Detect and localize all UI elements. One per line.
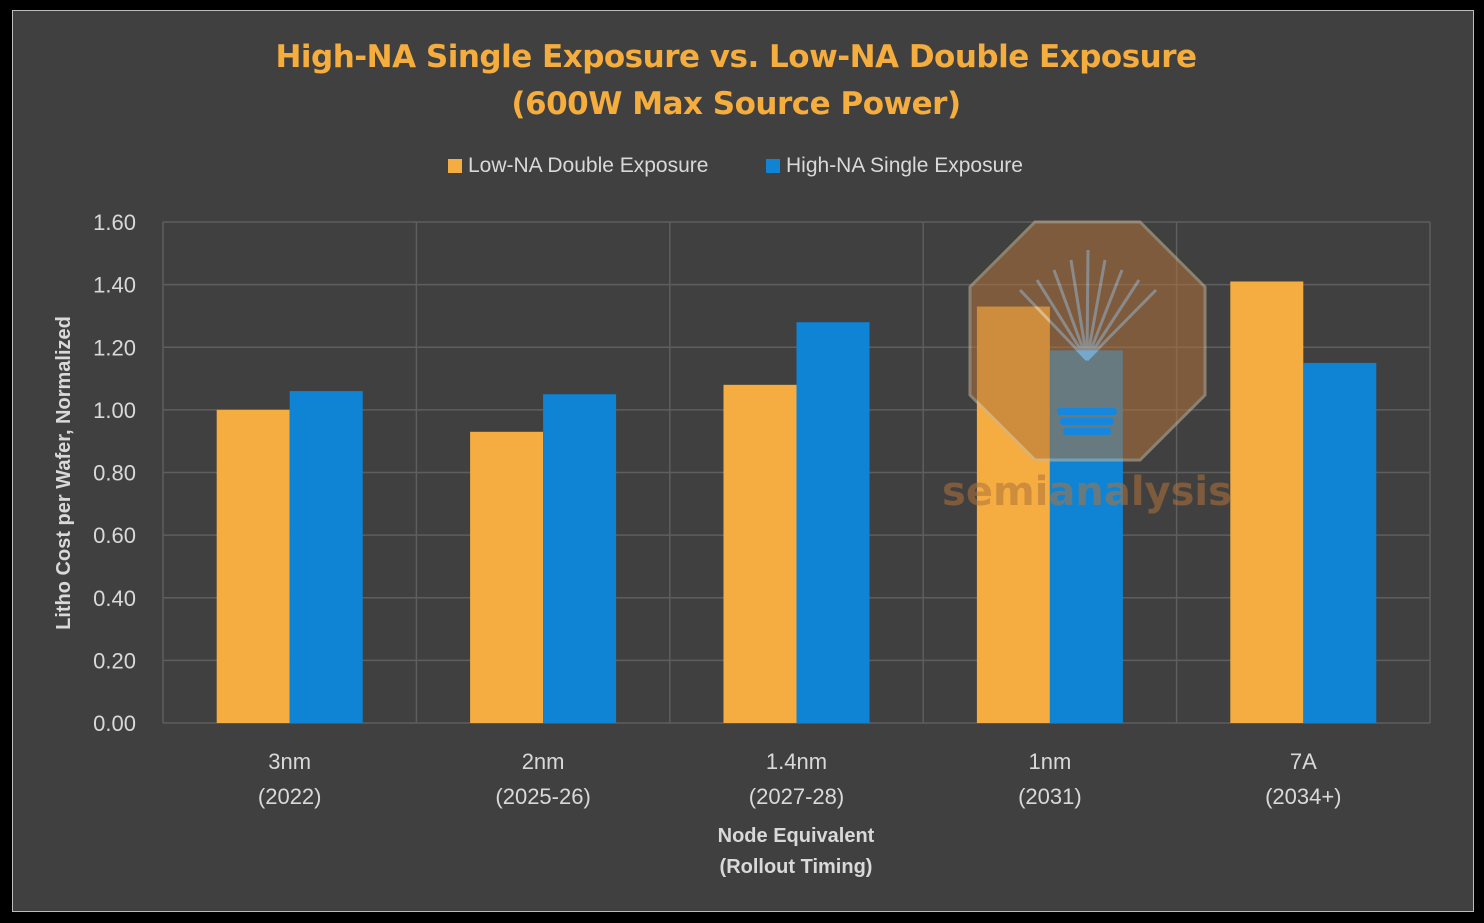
x-tick-sublabel: (2027-28) <box>749 784 844 809</box>
y-tick-label: 0.00 <box>93 711 136 736</box>
x-tick-label: 1.4nm <box>766 749 827 774</box>
x-tick-sublabel: (2025-26) <box>495 784 590 809</box>
legend-swatch-high-na <box>766 159 780 173</box>
x-tick-label: 7A <box>1290 749 1317 774</box>
bar-low-na <box>1230 281 1304 723</box>
chart-title: High-NA Single Exposure vs. Low-NA Doubl… <box>0 34 1472 128</box>
x-tick-sublabel: (2022) <box>258 784 322 809</box>
bar-high-na <box>1303 362 1377 723</box>
y-tick-label: 1.60 <box>93 210 136 235</box>
legend-swatch-low-na <box>448 159 462 173</box>
bar-high-na <box>543 394 617 723</box>
watermark-text: semianalysis <box>942 469 1232 515</box>
y-axis-title: Litho Cost per Wafer, Normalized <box>53 316 75 630</box>
y-tick-label: 0.80 <box>93 461 136 486</box>
bar-low-na <box>723 384 797 723</box>
x-axis-title: Node Equivalent <box>718 825 875 847</box>
x-axis-subtitle: (Rollout Timing) <box>720 856 873 878</box>
legend-item-low-na: Low-NA Double Exposure <box>448 154 708 178</box>
y-tick-label: 1.40 <box>93 273 136 298</box>
x-tick-label: 3nm <box>268 749 311 774</box>
y-tick-label: 0.20 <box>93 648 136 673</box>
y-tick-label: 0.40 <box>93 586 136 611</box>
x-tick-label: 2nm <box>522 749 565 774</box>
x-tick-sublabel: (2034+) <box>1265 784 1341 809</box>
x-tick-label: 1nm <box>1029 749 1072 774</box>
legend-label-low-na: Low-NA Double Exposure <box>468 154 709 177</box>
x-tick-sublabel: (2031) <box>1018 784 1082 809</box>
legend-label-high-na: High-NA Single Exposure <box>786 154 1023 177</box>
bar-low-na <box>470 431 544 723</box>
subtitle-line: (600W Max Source Power) <box>511 86 961 122</box>
bar-high-na <box>796 322 870 723</box>
y-tick-label: 1.00 <box>93 398 136 423</box>
y-tick-label: 0.60 <box>93 523 136 548</box>
legend-item-high-na: High-NA Single Exposure <box>766 154 1023 178</box>
bar-high-na <box>289 391 363 723</box>
title-line: High-NA Single Exposure vs. Low-NA Doubl… <box>275 39 1197 75</box>
y-tick-label: 1.20 <box>93 335 136 360</box>
watermark-logo: semianalysis <box>942 220 1232 515</box>
bar-low-na <box>216 409 290 723</box>
